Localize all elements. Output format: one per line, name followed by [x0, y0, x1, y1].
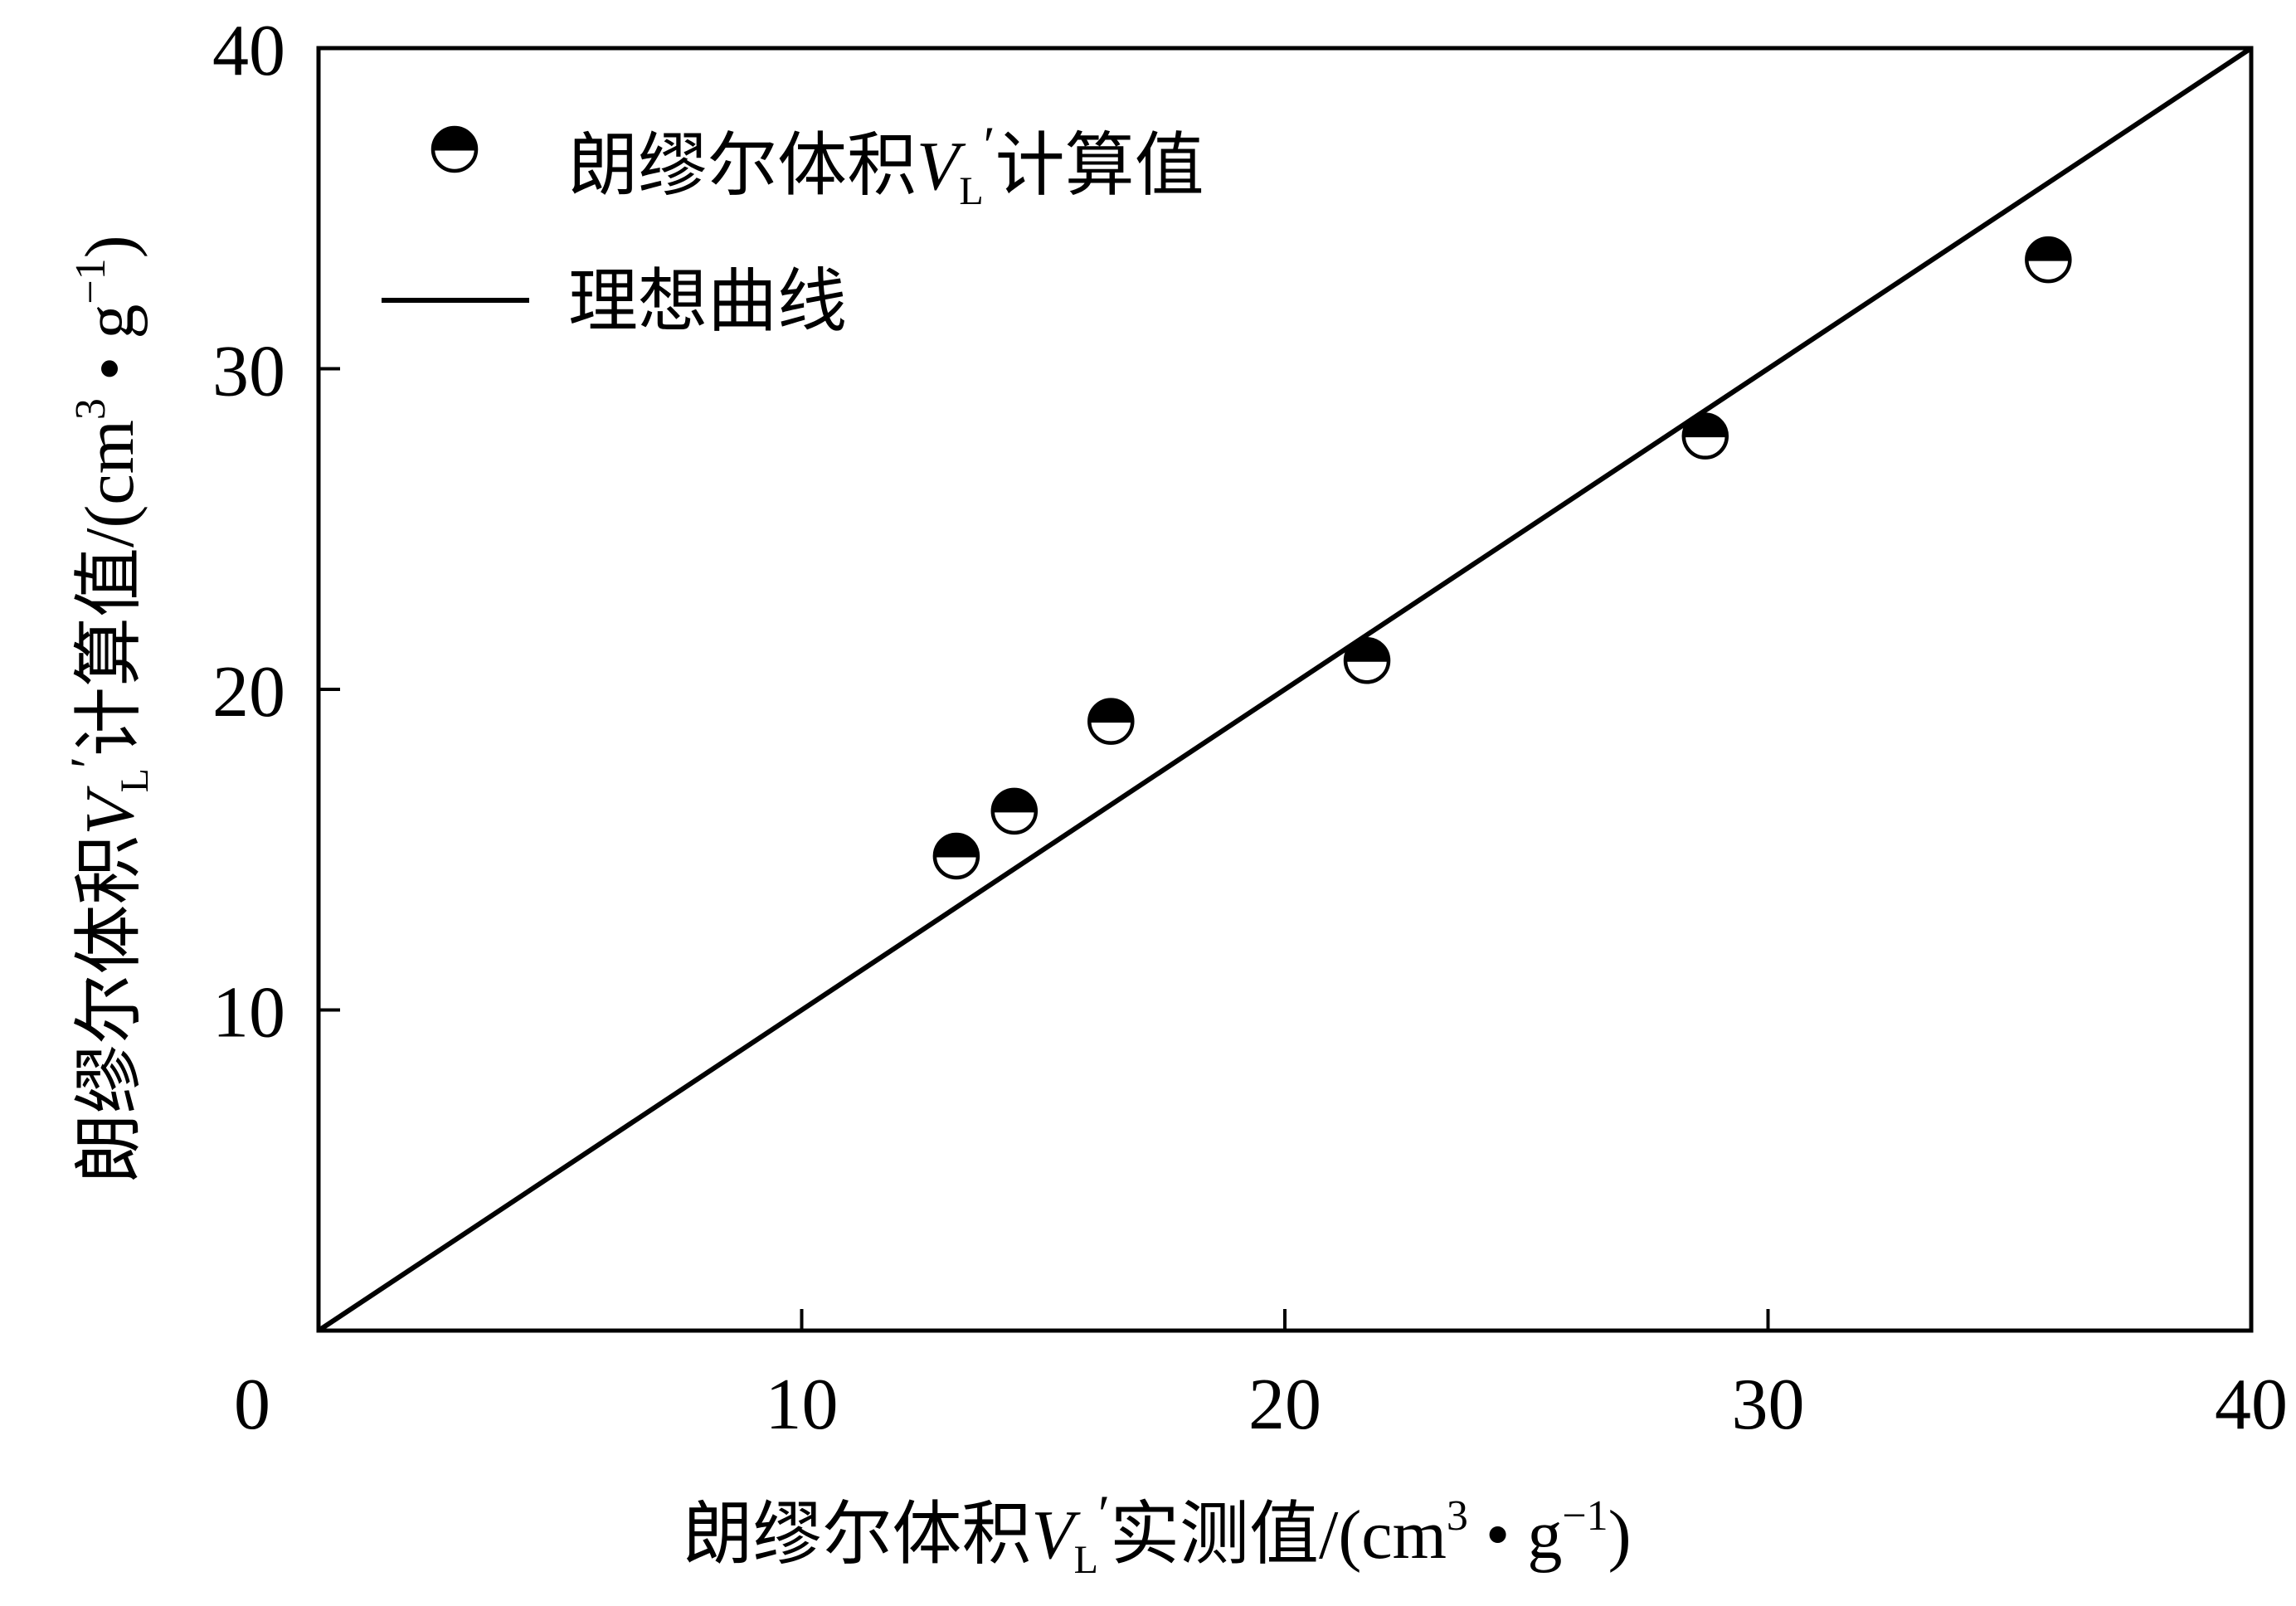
data-point	[1343, 636, 1391, 684]
data-point	[932, 832, 980, 880]
ideal-line-layer	[317, 46, 2253, 1333]
data-point	[1087, 698, 1135, 745]
points-layer	[932, 236, 2072, 880]
x-tick-label: 30	[1732, 1365, 1805, 1445]
y-tick-label: 30	[212, 332, 285, 412]
marker-filled-half	[1089, 699, 1133, 722]
x-tick-label: 10	[766, 1365, 839, 1445]
x-tick-label: 20	[1248, 1365, 1321, 1445]
legend-marker-half-filled-circle	[430, 125, 479, 173]
marker-filled-half	[2026, 238, 2070, 260]
y-tick-label: 40	[212, 11, 285, 91]
x-axis-label: 朗缪尔体积VL′实测值/(cm3 • g−1)	[683, 1484, 1631, 1582]
x-axis-ticks: 0 10 20 30 40	[234, 1309, 2288, 1445]
marker-filled-half	[1683, 414, 1727, 436]
y-tick-label: 20	[212, 652, 285, 732]
marker-filled-half	[1345, 639, 1389, 661]
data-point	[1681, 412, 1729, 460]
y-axis-label: 朗缪尔体积VL′计算值/(cm3 • g−1)	[59, 235, 157, 1183]
x-tick-label: 0	[234, 1365, 270, 1445]
marker-filled-half	[934, 834, 978, 856]
y-tick-label: 10	[212, 973, 285, 1054]
legend-label-ideal: 理想曲线	[568, 264, 847, 341]
data-point	[2025, 236, 2072, 284]
data-point	[990, 787, 1039, 835]
ideal-curve-line	[317, 46, 2253, 1333]
legend-marker-symbol	[430, 125, 479, 173]
legend-label-calculated: 朗缪尔体积VL′计算值	[568, 115, 1204, 213]
legend: 朗缪尔体积VL′计算值 理想曲线	[382, 115, 1204, 341]
marker-filled-half	[433, 128, 476, 149]
y-axis-ticks: 10 20 30 40	[212, 11, 340, 1054]
marker-filled-half	[992, 789, 1036, 811]
x-tick-label: 40	[2215, 1365, 2288, 1445]
